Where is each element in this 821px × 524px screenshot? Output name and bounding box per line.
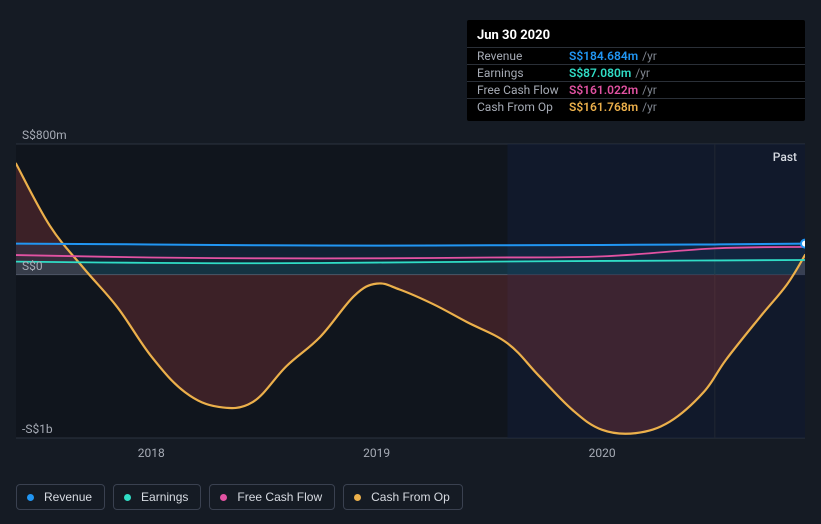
tooltip-row: RevenueS$184.684m/yr [467, 47, 805, 64]
chart-tooltip: Jun 30 2020 RevenueS$184.684m/yrEarnings… [467, 20, 805, 121]
legend-dot-icon [220, 494, 227, 501]
tooltip-row-unit: /yr [642, 83, 657, 97]
tooltip-row-unit: /yr [635, 66, 650, 80]
x-axis-tick-label: 2020 [589, 446, 616, 460]
y-axis-tick-label: S$800m [22, 128, 67, 142]
tooltip-row-label: Revenue [477, 49, 569, 63]
past-label: Past [773, 150, 797, 164]
legend-item-label: Earnings [141, 490, 188, 504]
tooltip-row-value: S$87.080m [569, 66, 631, 80]
legend-dot-icon [124, 494, 131, 501]
y-axis-tick-label: -S$1b [22, 422, 53, 436]
legend-item-free-cash-flow[interactable]: Free Cash Flow [209, 484, 335, 510]
tooltip-row: EarningsS$87.080m/yr [467, 64, 805, 81]
legend-item-label: Cash From Op [371, 490, 450, 504]
legend-item-earnings[interactable]: Earnings [113, 484, 201, 510]
tooltip-row-unit: /yr [642, 100, 657, 114]
y-axis-tick-label: S$0 [22, 259, 43, 273]
legend-item-label: Revenue [44, 490, 92, 504]
tooltip-row-value: S$184.684m [569, 49, 638, 63]
legend-item-revenue[interactable]: Revenue [16, 484, 105, 510]
x-axis-tick-label: 2018 [138, 446, 165, 460]
x-axis-tick-label: 2019 [363, 446, 390, 460]
tooltip-row: Free Cash FlowS$161.022m/yr [467, 81, 805, 98]
tooltip-date: Jun 30 2020 [467, 26, 805, 47]
tooltip-row-unit: /yr [642, 49, 657, 63]
tooltip-row-value: S$161.022m [569, 83, 638, 97]
tooltip-row-label: Earnings [477, 66, 569, 80]
tooltip-row: Cash From OpS$161.768m/yr [467, 98, 805, 115]
tooltip-row-value: S$161.768m [569, 100, 638, 114]
legend-item-cash-from-op[interactable]: Cash From Op [343, 484, 463, 510]
legend-dot-icon [27, 494, 34, 501]
chart-legend: Revenue Earnings Free Cash Flow Cash From O… [16, 484, 463, 510]
tooltip-row-label: Cash From Op [477, 100, 569, 114]
tooltip-row-label: Free Cash Flow [477, 83, 569, 97]
legend-dot-icon [354, 494, 361, 501]
chart-svg [16, 118, 805, 468]
financial-chart: S$800m S$0 -S$1b 2018 2019 2020 Past [16, 118, 805, 468]
legend-item-label: Free Cash Flow [237, 490, 322, 504]
